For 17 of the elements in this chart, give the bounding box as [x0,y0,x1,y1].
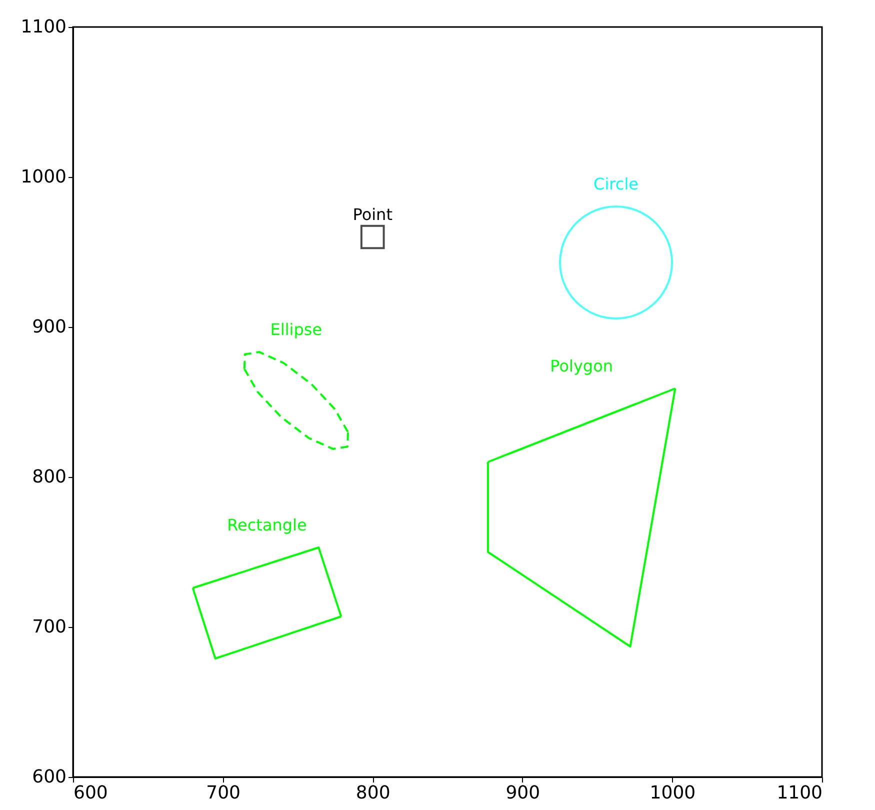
x-tick-label: 1000 [650,782,696,804]
x-tick-label: 1100 [776,782,822,804]
series-label: Circle [594,174,638,194]
y-tick-label: 1000 [20,166,66,188]
x-tick-label: 900 [506,782,540,804]
y-tick-label: 600 [32,766,66,788]
y-tick-label: 1100 [20,16,66,38]
series-label: Ellipse [270,320,322,340]
y-tick-label: 900 [32,316,66,338]
x-tick-label: 600 [74,782,108,804]
x-tick-label: 800 [356,782,390,804]
text: Polygon [550,356,614,376]
series-label: Point [352,205,392,224]
y-tick-label: 800 [32,466,66,488]
series-label: Rectangle [227,516,307,534]
x-tick-label: 700 [206,782,240,804]
y-tick-label: 700 [32,616,66,638]
